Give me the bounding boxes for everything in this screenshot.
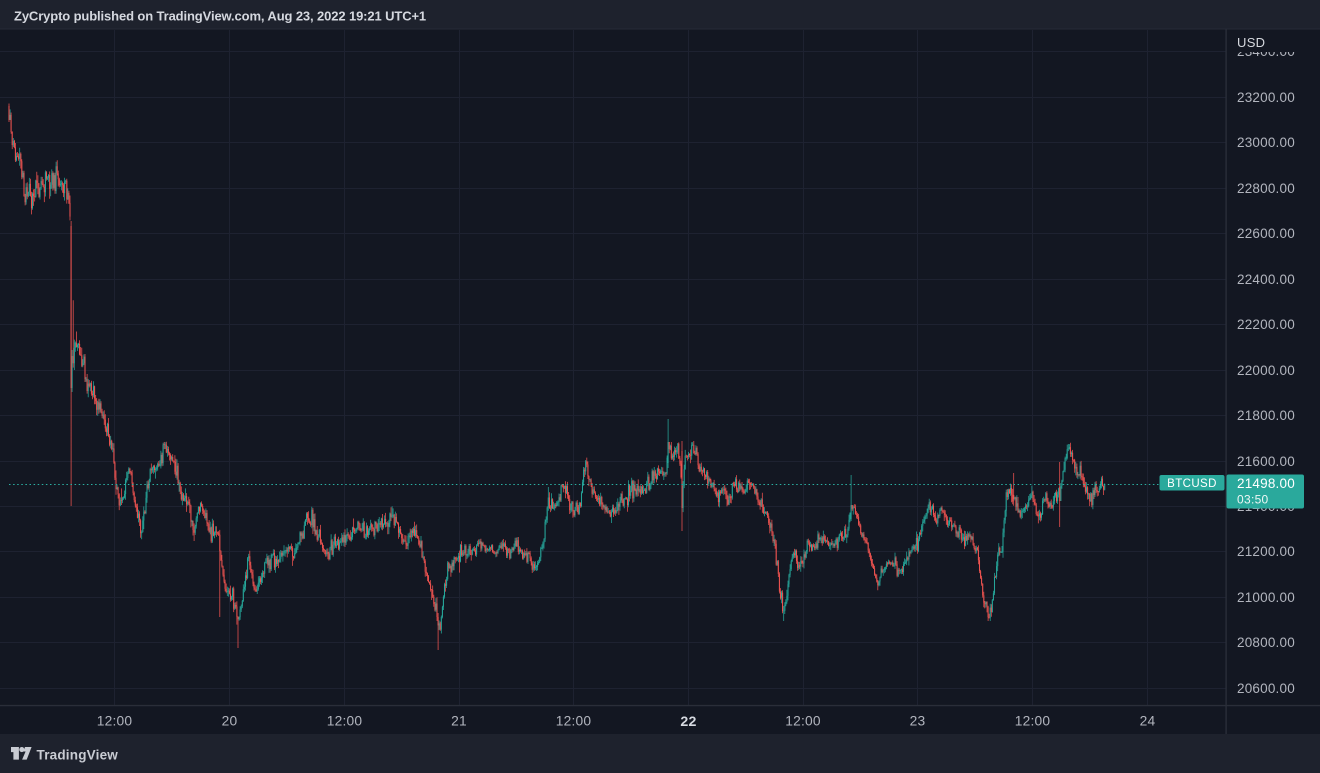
- svg-text:23: 23: [910, 714, 926, 729]
- svg-text:21800.00: 21800.00: [1237, 408, 1295, 423]
- svg-text:22200.00: 22200.00: [1237, 317, 1295, 332]
- svg-text:12:00: 12:00: [1015, 714, 1051, 729]
- svg-text:22: 22: [680, 714, 696, 730]
- svg-text:03:50: 03:50: [1237, 493, 1269, 507]
- svg-text:22400.00: 22400.00: [1237, 272, 1295, 287]
- svg-text:ZyCrypto published on TradingV: ZyCrypto published on TradingView.com, A…: [14, 9, 426, 24]
- svg-text:21600.00: 21600.00: [1237, 454, 1295, 469]
- svg-text:12:00: 12:00: [785, 714, 821, 729]
- svg-text:22800.00: 22800.00: [1237, 181, 1295, 196]
- svg-text:23200.00: 23200.00: [1237, 90, 1295, 105]
- svg-text:21498.00: 21498.00: [1237, 476, 1295, 491]
- svg-text:12:00: 12:00: [556, 714, 592, 729]
- svg-text:23000.00: 23000.00: [1237, 135, 1295, 150]
- svg-text:12:00: 12:00: [327, 714, 363, 729]
- svg-text:21000.00: 21000.00: [1237, 590, 1295, 605]
- svg-text:21: 21: [451, 714, 467, 729]
- svg-text:22600.00: 22600.00: [1237, 226, 1295, 241]
- svg-text:20: 20: [222, 714, 238, 729]
- svg-text:20800.00: 20800.00: [1237, 635, 1295, 650]
- svg-text:BTCUSD: BTCUSD: [1167, 478, 1217, 490]
- svg-text:22000.00: 22000.00: [1237, 363, 1295, 378]
- svg-text:TradingView: TradingView: [37, 747, 119, 762]
- svg-text:USD: USD: [1237, 35, 1265, 50]
- svg-text:20600.00: 20600.00: [1237, 681, 1295, 696]
- svg-text:12:00: 12:00: [97, 714, 133, 729]
- svg-text:21200.00: 21200.00: [1237, 544, 1295, 559]
- svg-text:24: 24: [1140, 714, 1156, 729]
